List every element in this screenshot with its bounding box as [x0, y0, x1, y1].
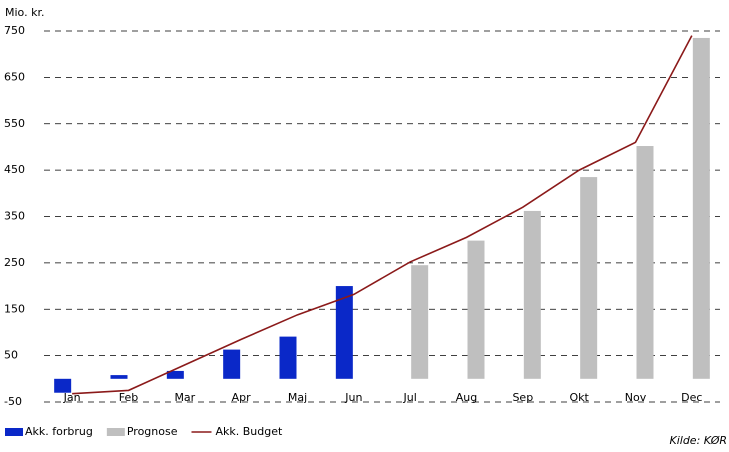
bar [692, 37, 710, 379]
y-tick-label: 750 [4, 24, 25, 37]
bar [166, 370, 184, 379]
bar [54, 378, 72, 393]
y-axis-label: Mio. kr. [5, 6, 44, 19]
legend-label: Akk. forbrug [25, 425, 93, 438]
x-tick-label: Sep [512, 391, 533, 404]
x-tick-label: Maj [288, 391, 307, 404]
y-tick-label: 350 [4, 210, 25, 223]
x-tick-label: Mar [174, 391, 195, 404]
x-tick-label: Jun [344, 391, 362, 404]
legend-swatch [5, 428, 23, 436]
x-tick-label: Jan [63, 391, 81, 404]
y-tick-label: 250 [4, 256, 25, 269]
x-tick-label: Okt [569, 391, 589, 404]
y-tick-label: 650 [4, 70, 25, 83]
x-tick-label: Apr [232, 391, 252, 404]
bar [467, 240, 485, 379]
bar [223, 349, 241, 379]
line [72, 35, 693, 395]
y-tick-label: 50 [4, 349, 18, 362]
x-tick-label: Nov [625, 391, 647, 404]
bar [110, 375, 128, 379]
legend-swatch [106, 428, 125, 436]
y-tick-label: -50 [4, 395, 22, 408]
x-tick-label: Aug [456, 391, 477, 404]
bar [580, 177, 598, 379]
y-tick-label: 550 [4, 117, 25, 130]
x-tick-label: Dec [681, 391, 702, 404]
bar [636, 146, 654, 379]
bar [523, 210, 541, 379]
x-tick-label: Feb [119, 391, 138, 404]
bar [335, 286, 353, 379]
y-tick-label: 450 [4, 163, 25, 176]
bar [411, 265, 429, 379]
legend-label: Akk. Budget [215, 425, 283, 438]
x-tick-label: Jul [403, 391, 417, 404]
source: Kilde: KØR [670, 434, 728, 447]
bar [279, 336, 297, 379]
legend-label: Prognose [127, 425, 178, 438]
y-tick-label: 150 [4, 302, 25, 315]
